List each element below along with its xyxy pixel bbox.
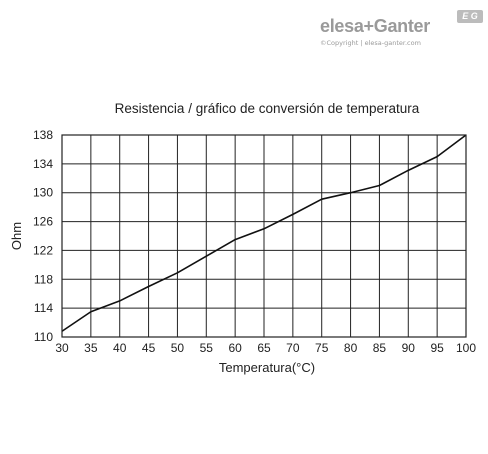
x-tick-label: 40 — [113, 341, 127, 355]
y-tick-label: 122 — [33, 243, 53, 257]
x-tick-label: 85 — [373, 341, 387, 355]
y-tick-label: 134 — [33, 157, 53, 171]
y-axis-ticks: 110 114 118 122 126 130 134 138 — [33, 128, 53, 344]
x-axis-label: Temperatura(°C) — [219, 360, 315, 375]
y-axis-label: Ohm — [9, 222, 24, 250]
x-tick-label: 30 — [55, 341, 69, 355]
x-tick-label: 55 — [200, 341, 214, 355]
x-tick-label: 45 — [142, 341, 156, 355]
y-tick-label: 114 — [34, 301, 53, 315]
y-tick-label: 126 — [33, 215, 53, 229]
elesa-ganter-logo: elesa+Ganter E G ©Copyright | elesa-gant… — [318, 10, 488, 50]
chart-title: Resistencia / gráfico de conversión de t… — [115, 101, 420, 116]
x-tick-label: 70 — [286, 341, 300, 355]
x-tick-label: 90 — [402, 341, 416, 355]
y-tick-label: 138 — [33, 128, 53, 142]
x-tick-label: 60 — [228, 341, 242, 355]
x-tick-label: 65 — [257, 341, 271, 355]
x-tick-label: 35 — [84, 341, 98, 355]
series-line — [61, 134, 467, 332]
x-tick-label: 100 — [456, 341, 476, 355]
logo-badge: E G — [457, 10, 483, 23]
chart-series — [61, 134, 467, 332]
y-tick-label: 130 — [33, 186, 53, 200]
x-axis-ticks: 30 35 40 45 50 55 60 65 70 75 80 85 90 95 100 — [55, 341, 476, 355]
x-tick-label: 80 — [344, 341, 358, 355]
logo-brand-text: elesa+Ganter — [320, 16, 430, 36]
x-tick-label: 75 — [315, 341, 329, 355]
logo-copyright: ©Copyright | elesa-ganter.com — [320, 39, 421, 47]
y-tick-label: 118 — [34, 272, 53, 286]
x-tick-label: 50 — [171, 341, 185, 355]
x-tick-label: 95 — [430, 341, 444, 355]
chart-grid — [61, 134, 467, 338]
y-tick-label: 110 — [34, 330, 53, 344]
plot-frame — [61, 134, 467, 338]
